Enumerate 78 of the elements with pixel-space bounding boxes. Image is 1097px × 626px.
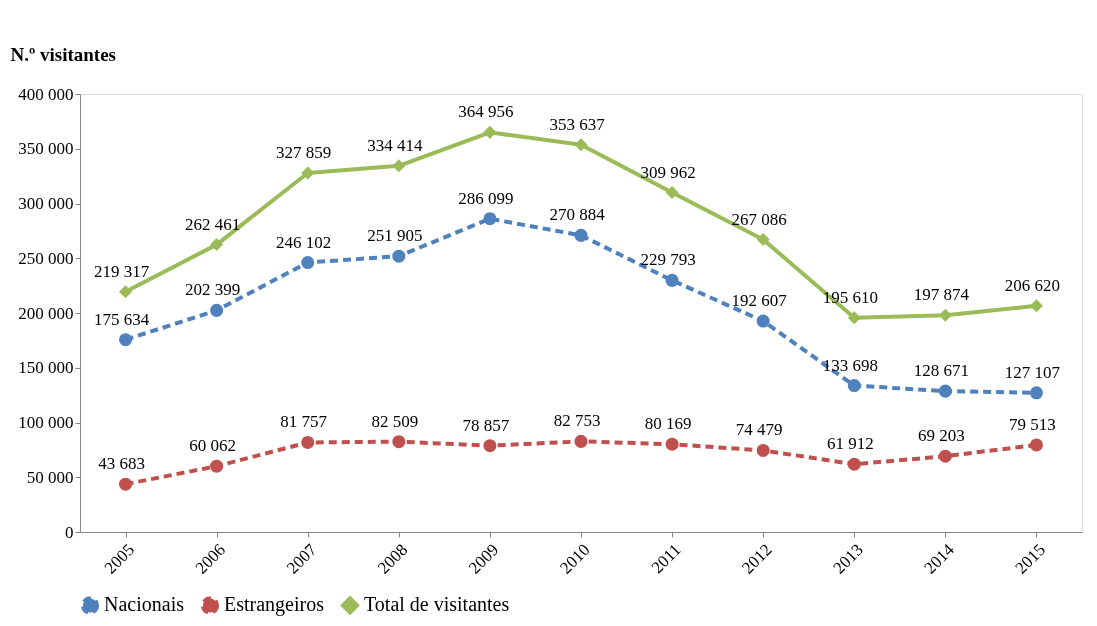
point (119, 285, 133, 299)
point (210, 303, 224, 317)
data-label: 192 607 (731, 291, 788, 311)
point (483, 125, 497, 139)
data-label: 133 698 (822, 355, 878, 375)
point (392, 435, 406, 449)
data-label: 128 671 (913, 361, 969, 381)
data-label: 78 857 (462, 415, 510, 435)
point (756, 233, 770, 247)
data-label: 353 637 (549, 114, 606, 134)
point (301, 256, 315, 270)
data-label: 334 414 (367, 135, 423, 155)
point (665, 437, 679, 451)
data-label: 286 099 (458, 188, 514, 208)
point (574, 138, 588, 152)
y-tick-label: 400 000 (18, 84, 74, 104)
data-label: 219 317 (93, 261, 150, 281)
point (119, 333, 133, 347)
data-label: 127 107 (1004, 362, 1061, 382)
data-label: 81 757 (280, 412, 328, 432)
point (847, 379, 861, 393)
point (938, 449, 952, 463)
point (483, 439, 497, 453)
y-tick-label: 0 (65, 522, 74, 542)
point (119, 477, 133, 491)
data-label: 262 461 (185, 214, 241, 234)
data-label: 270 884 (549, 205, 606, 225)
y-tick-label: 250 000 (18, 248, 74, 268)
data-label: 175 634 (93, 309, 150, 329)
point (392, 159, 406, 173)
y-tick-label: 200 000 (18, 303, 74, 323)
legend-label: Estrangeiros (224, 593, 325, 617)
y-tick-label: 100 000 (18, 413, 74, 432)
point (574, 434, 588, 448)
point (1029, 438, 1043, 452)
legend-label: Nacionais (104, 593, 185, 616)
point (1029, 386, 1043, 400)
point (938, 308, 952, 322)
y-tick-label: 350 000 (18, 139, 74, 159)
data-label: 69 203 (917, 426, 965, 446)
point (392, 249, 406, 263)
point (847, 311, 861, 325)
data-label: 79 513 (1009, 414, 1056, 434)
data-label: 327 859 (276, 142, 332, 162)
point (665, 186, 679, 200)
point (301, 166, 315, 180)
point (210, 238, 224, 252)
point (756, 443, 770, 457)
data-label: 74 479 (735, 420, 783, 440)
y-axis-title: N.º visitantes (10, 43, 116, 65)
y-tick-label: 300 000 (18, 194, 74, 213)
data-label: 267 086 (731, 209, 787, 229)
data-label: 364 956 (458, 102, 514, 122)
legend-label: Total de visitantes (364, 593, 510, 616)
point (210, 459, 224, 473)
data-label: 43 683 (98, 454, 145, 474)
point (1029, 299, 1043, 313)
data-label: 251 905 (367, 226, 423, 246)
data-label: 206 620 (1004, 275, 1061, 295)
data-label: 197 874 (913, 285, 970, 305)
data-label: 61 912 (826, 434, 874, 454)
point (483, 212, 497, 226)
data-label: 202 399 (185, 280, 241, 300)
point (665, 273, 679, 287)
data-label: 229 793 (640, 250, 696, 270)
data-label: 246 102 (276, 232, 332, 252)
point (574, 228, 588, 242)
data-label: 60 062 (189, 436, 237, 456)
data-label: 82 753 (553, 411, 601, 431)
y-tick-label: 50 000 (26, 467, 74, 487)
data-label: 80 169 (644, 414, 692, 434)
point (847, 457, 861, 471)
point (756, 314, 770, 328)
y-tick-label: 150 000 (18, 358, 74, 378)
data-label: 82 509 (371, 411, 419, 431)
point (938, 384, 952, 398)
data-label: 309 962 (640, 162, 696, 182)
point (301, 435, 315, 449)
